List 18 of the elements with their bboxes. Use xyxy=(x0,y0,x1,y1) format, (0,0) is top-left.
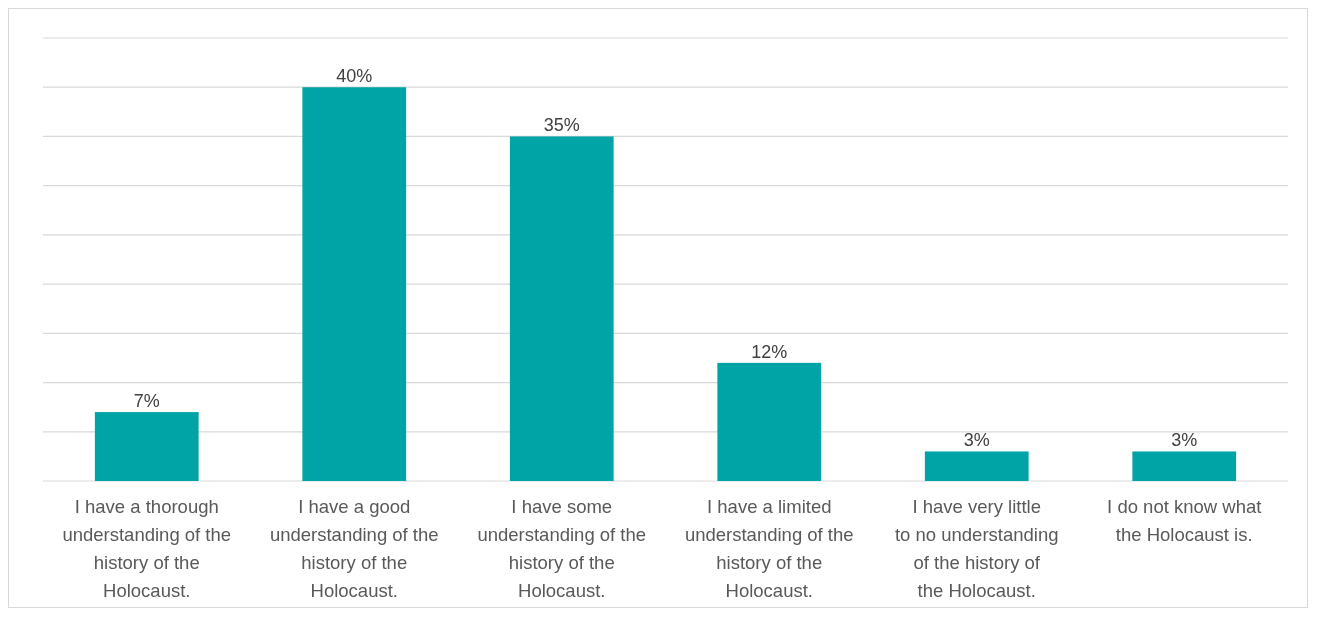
x-tick-label: I do not know what the Holocaust is. xyxy=(1107,496,1262,545)
bar xyxy=(1132,451,1237,481)
x-tick-label: I have a good understanding of the history of the Holocaust. xyxy=(269,496,439,601)
bar xyxy=(94,412,199,481)
bar xyxy=(509,136,614,481)
bar xyxy=(717,362,822,481)
x-tick-label: I have a thorough understanding of the history of the Holocaust. xyxy=(62,496,232,601)
data-label: 12% xyxy=(751,341,788,362)
x-tick-label: I have very little to no understanding of the history of the Holocaust. xyxy=(894,496,1059,601)
data-label: 3% xyxy=(1171,430,1198,451)
x-tick-label: I have a limited understanding of the history of the Holocaust. xyxy=(684,496,854,601)
data-label: 7% xyxy=(133,391,160,412)
bar xyxy=(924,451,1029,481)
data-label: 40% xyxy=(336,66,373,87)
data-label: 35% xyxy=(543,115,580,136)
data-label: 3% xyxy=(963,430,990,451)
bar xyxy=(302,87,407,481)
x-tick-label: I have some understanding of the history of the Holocaust. xyxy=(477,496,647,601)
